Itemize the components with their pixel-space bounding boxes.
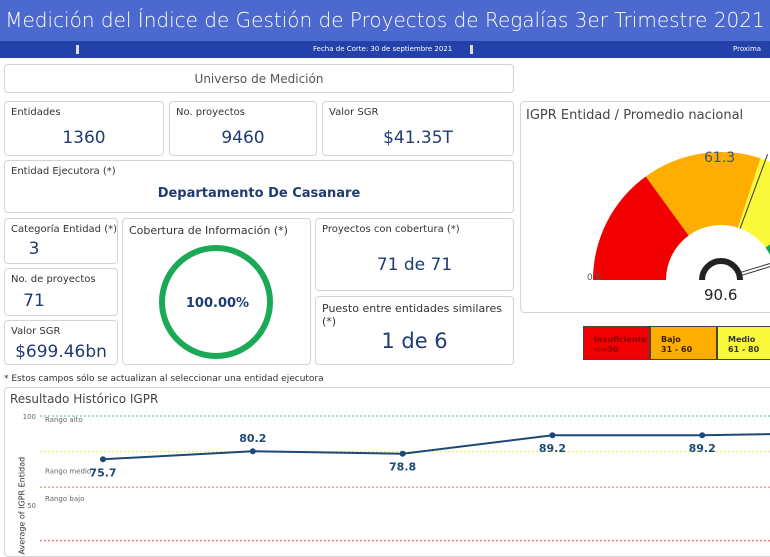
data-label: 89.2: [539, 442, 566, 455]
valor-entidad-label: Valor SGR: [11, 326, 61, 337]
puesto-card: Puesto entre entidades similares (*) 1 d…: [315, 296, 514, 365]
cobertura-ring: [159, 245, 273, 359]
legend-insuficiente: Insuficiente <=30: [583, 326, 650, 360]
categoria-value: 3: [28, 239, 40, 259]
num-proyectos-label: No. de proyectos: [11, 274, 96, 285]
gauge-needle-inner: [737, 264, 770, 276]
num-proyectos-card: No. de proyectos 71: [4, 268, 118, 316]
kpi-label: No. proyectos: [176, 107, 245, 118]
categoria-card: Categoría Entidad (*) 3: [4, 218, 118, 264]
data-label: 89.2: [689, 442, 716, 455]
legend-range: <=30: [594, 345, 619, 354]
gauge-target-marker: [739, 154, 769, 229]
reference-label: Rango medio: [45, 468, 91, 476]
proy-cobertura-label: Proyectos con cobertura (*): [322, 224, 460, 235]
kpi-value: $41.35T: [383, 128, 453, 148]
cobertura-card: Cobertura de Información (*) 100.00%: [122, 218, 311, 365]
proxima-actualizacion: Proxima ac: [733, 45, 762, 70]
data-label: 78.8: [389, 461, 416, 474]
entidad-label: Entidad Ejecutora (*): [11, 166, 116, 177]
fecha-corte: Fecha de Corte: 30 de septiembre 2021: [313, 45, 453, 53]
legend-range: 31 - 60: [661, 345, 693, 354]
reference-label: Rango alto: [45, 416, 83, 424]
kpi-valor-sgr: Valor SGR $41.35T: [322, 101, 514, 156]
series-line: [102, 433, 770, 461]
puesto-value: 1 de 6: [381, 329, 448, 353]
kpi-proyectos: No. proyectos 9460: [169, 101, 317, 156]
legend-range: 61 - 80: [728, 345, 760, 354]
legend-name: Bajo: [661, 335, 681, 344]
valor-entidad-value: $699.46bn: [15, 342, 107, 362]
gauge-hub: [699, 258, 743, 281]
categoria-label: Categoría Entidad (*): [11, 224, 118, 235]
gauge-chart: [593, 152, 770, 281]
legend-medio: Medio 61 - 80: [717, 326, 770, 360]
kpi-value: 1360: [62, 128, 106, 148]
gauge-band-3: [765, 244, 770, 256]
puesto-label: Puesto entre entidades similares (*): [322, 302, 502, 328]
kpi-label: Valor SGR: [329, 107, 379, 118]
gauge-band-2: [737, 158, 770, 248]
cobertura-donut: [159, 245, 273, 359]
footnote: * Estos campos sólo se actualizan al sel…: [4, 374, 324, 384]
kpi-value: 9460: [221, 128, 265, 148]
entidad-ejecutora-card[interactable]: Entidad Ejecutora (*) Departamento De Ca…: [4, 160, 514, 213]
legend-bajo: Bajo 31 - 60: [650, 326, 717, 360]
num-proyectos-value: 71: [23, 291, 45, 311]
kpi-label: Entidades: [11, 107, 61, 118]
y-tick-label: 100: [23, 413, 36, 421]
y-axis-label: Average of IGPR Entidad: [17, 456, 27, 555]
subheader-bar: Fecha de Corte: 30 de septiembre 2021 Pr…: [0, 41, 770, 70]
data-point: [549, 432, 556, 439]
line-chart: Rango alto Rango medio Rango bajo 100 50 75.7…: [23, 413, 770, 542]
cobertura-value: 100.00%: [185, 296, 250, 311]
kpi-entidades: Entidades 1360: [4, 101, 164, 156]
historico-card: Resultado Histórico IGPR: [4, 387, 770, 557]
data-point: [100, 456, 106, 463]
universo-title: Universo de Medición: [194, 72, 324, 86]
chart-title: Resultado Histórico IGPR: [10, 392, 159, 406]
dashboard-title: Medición del Índice de Gestión de Proyec…: [0, 0, 770, 41]
data-point: [699, 432, 706, 439]
data-label: 80.2: [239, 432, 266, 445]
entidad-value: Departamento De Casanare: [157, 186, 361, 201]
proy-cobertura-card: Proyectos con cobertura (*) 71 de 71: [315, 218, 514, 291]
legend-name: Insuficiente: [594, 335, 647, 344]
gauge-min-label: 0.0: [587, 273, 602, 283]
proy-cobertura-value: 71 de 71: [376, 255, 453, 275]
slicer-handle[interactable]: [76, 45, 79, 54]
valor-entidad-card: Valor SGR $699.46bn: [4, 320, 118, 365]
reference-label: Rango bajo: [45, 495, 84, 503]
legend-name: Medio: [728, 335, 756, 344]
data-point: [399, 450, 406, 457]
gauge-band-1: [645, 152, 761, 236]
gauge-band-0: [593, 176, 689, 280]
gauge-value-label: 90.6: [704, 286, 738, 304]
universo-header: Universo de Medición: [4, 64, 514, 93]
slicer-handle[interactable]: [470, 45, 473, 54]
cobertura-label: Cobertura de Información (*): [129, 224, 288, 237]
gauge-title: IGPR Entidad / Promedio nacional: [526, 108, 744, 123]
data-point: [249, 448, 256, 455]
y-tick-label: 50: [27, 502, 36, 510]
data-label: 75.7: [89, 466, 116, 479]
gauge-target-label: 61.3: [704, 150, 736, 166]
